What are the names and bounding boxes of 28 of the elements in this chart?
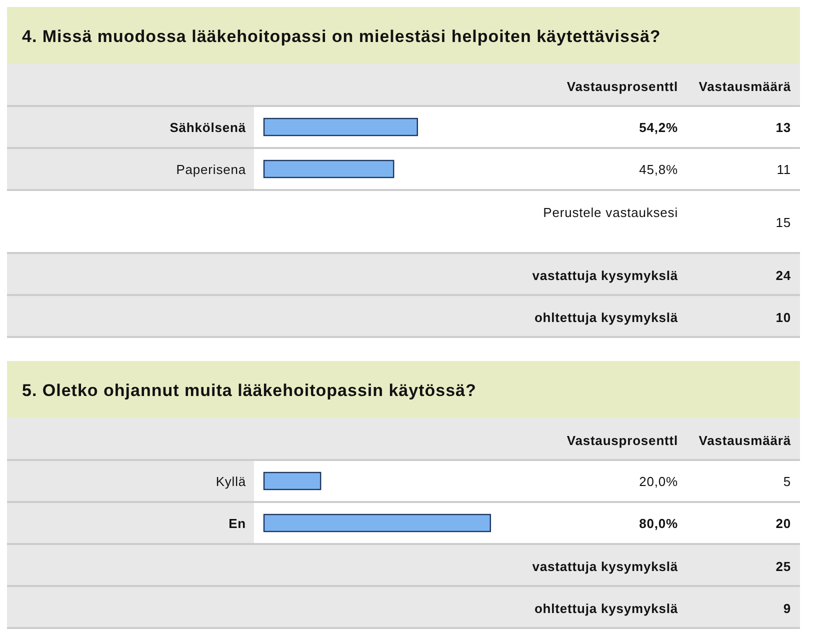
y-tick-label: Kyllä [216,474,246,488]
text: ohltettuja kysymykslä [534,600,678,616]
text: 25 [776,558,791,574]
chart-title: 4. Missä muodossa lääkehoitopassi on mielestäsi helpoiten käytettävissä? [22,26,661,46]
y-tick-label: Paperisena [176,162,246,176]
text: 20 [776,516,791,530]
text: Vastausprosenttl [566,432,678,448]
text: vastattuja kysymykslä [532,268,678,282]
text: Perustele vastauksesi [543,204,678,220]
text: 24 [776,268,792,282]
text: Vastausmäärä [698,78,792,94]
text: 11 [776,162,791,176]
text: 15 [776,214,791,230]
text: Vastausprosenttl [566,78,678,94]
text: 10 [776,310,791,324]
text: ohltettuja kysymykslä [534,310,678,324]
data-label: 20,0% [639,474,678,488]
text: 5 [783,474,791,488]
text: Vastausmäärä [698,432,792,448]
y-tick-label: En [228,516,246,530]
data-label: 54,2% [639,120,678,134]
text: 9 [783,600,791,616]
text: 13 [776,120,791,134]
data-label: 80,0% [639,516,678,530]
chart-title: 5. Oletko ohjannut muita lääkehoitopassin käytössä? [22,380,476,400]
data-label: 45,8% [639,162,678,176]
y-tick-label: Sähkölsenä [170,120,246,134]
text: vastattuja kysymykslä [532,558,678,574]
